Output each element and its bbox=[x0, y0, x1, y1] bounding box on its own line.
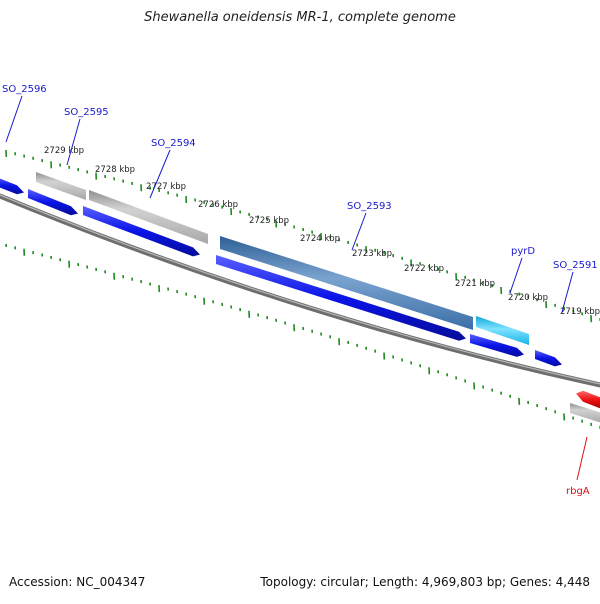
kbp-label: 2723 kbp bbox=[352, 249, 392, 259]
gene-label: SO_2595 bbox=[64, 107, 109, 118]
kbp-label: 2722 kbp bbox=[404, 264, 444, 274]
kbp-label: 2720 kbp bbox=[508, 293, 548, 303]
kbp-label: 2729 kbp bbox=[44, 146, 84, 156]
kbp-label: 2725 kbp bbox=[249, 216, 289, 226]
gene-leader-line bbox=[6, 96, 22, 142]
gene-leader-line bbox=[67, 119, 80, 165]
gene-label: pyrD bbox=[511, 246, 535, 257]
kbp-label: 2726 kbp bbox=[198, 200, 238, 210]
gene-leader-line bbox=[510, 258, 522, 293]
gene-leader-line bbox=[562, 272, 573, 312]
accession-text: Accession: NC_004347 bbox=[9, 575, 145, 589]
feature-blue-6 bbox=[535, 350, 562, 366]
kbp-label: 2724 kbp bbox=[300, 234, 340, 244]
gene-leader-line bbox=[577, 437, 587, 480]
gene-label: rbgA bbox=[566, 486, 590, 497]
gene-label: SO_2591 bbox=[553, 260, 598, 271]
kbp-label: 2728 kbp bbox=[95, 165, 135, 175]
gene-label-layer: SO_2596 SO_2595 SO_2594 SO_2593 pyrD SO_2591r… bbox=[2, 84, 598, 497]
kbp-label: 2721 kbp bbox=[455, 279, 495, 289]
gene-label: SO_2593 bbox=[347, 201, 392, 212]
kbp-label: 2719 kbp bbox=[560, 307, 600, 317]
gene-leader-line bbox=[352, 213, 366, 250]
kbp-label: 2727 kbp bbox=[146, 182, 186, 192]
gene-label: SO_2594 bbox=[151, 138, 196, 149]
feature-blue-1 bbox=[0, 177, 24, 194]
map-title: Shewanella oneidensis MR-1, complete gen… bbox=[0, 10, 600, 25]
topology-summary: Topology: circular; Length: 4,969,803 bp… bbox=[260, 575, 590, 589]
gene-label: SO_2596 bbox=[2, 84, 47, 95]
